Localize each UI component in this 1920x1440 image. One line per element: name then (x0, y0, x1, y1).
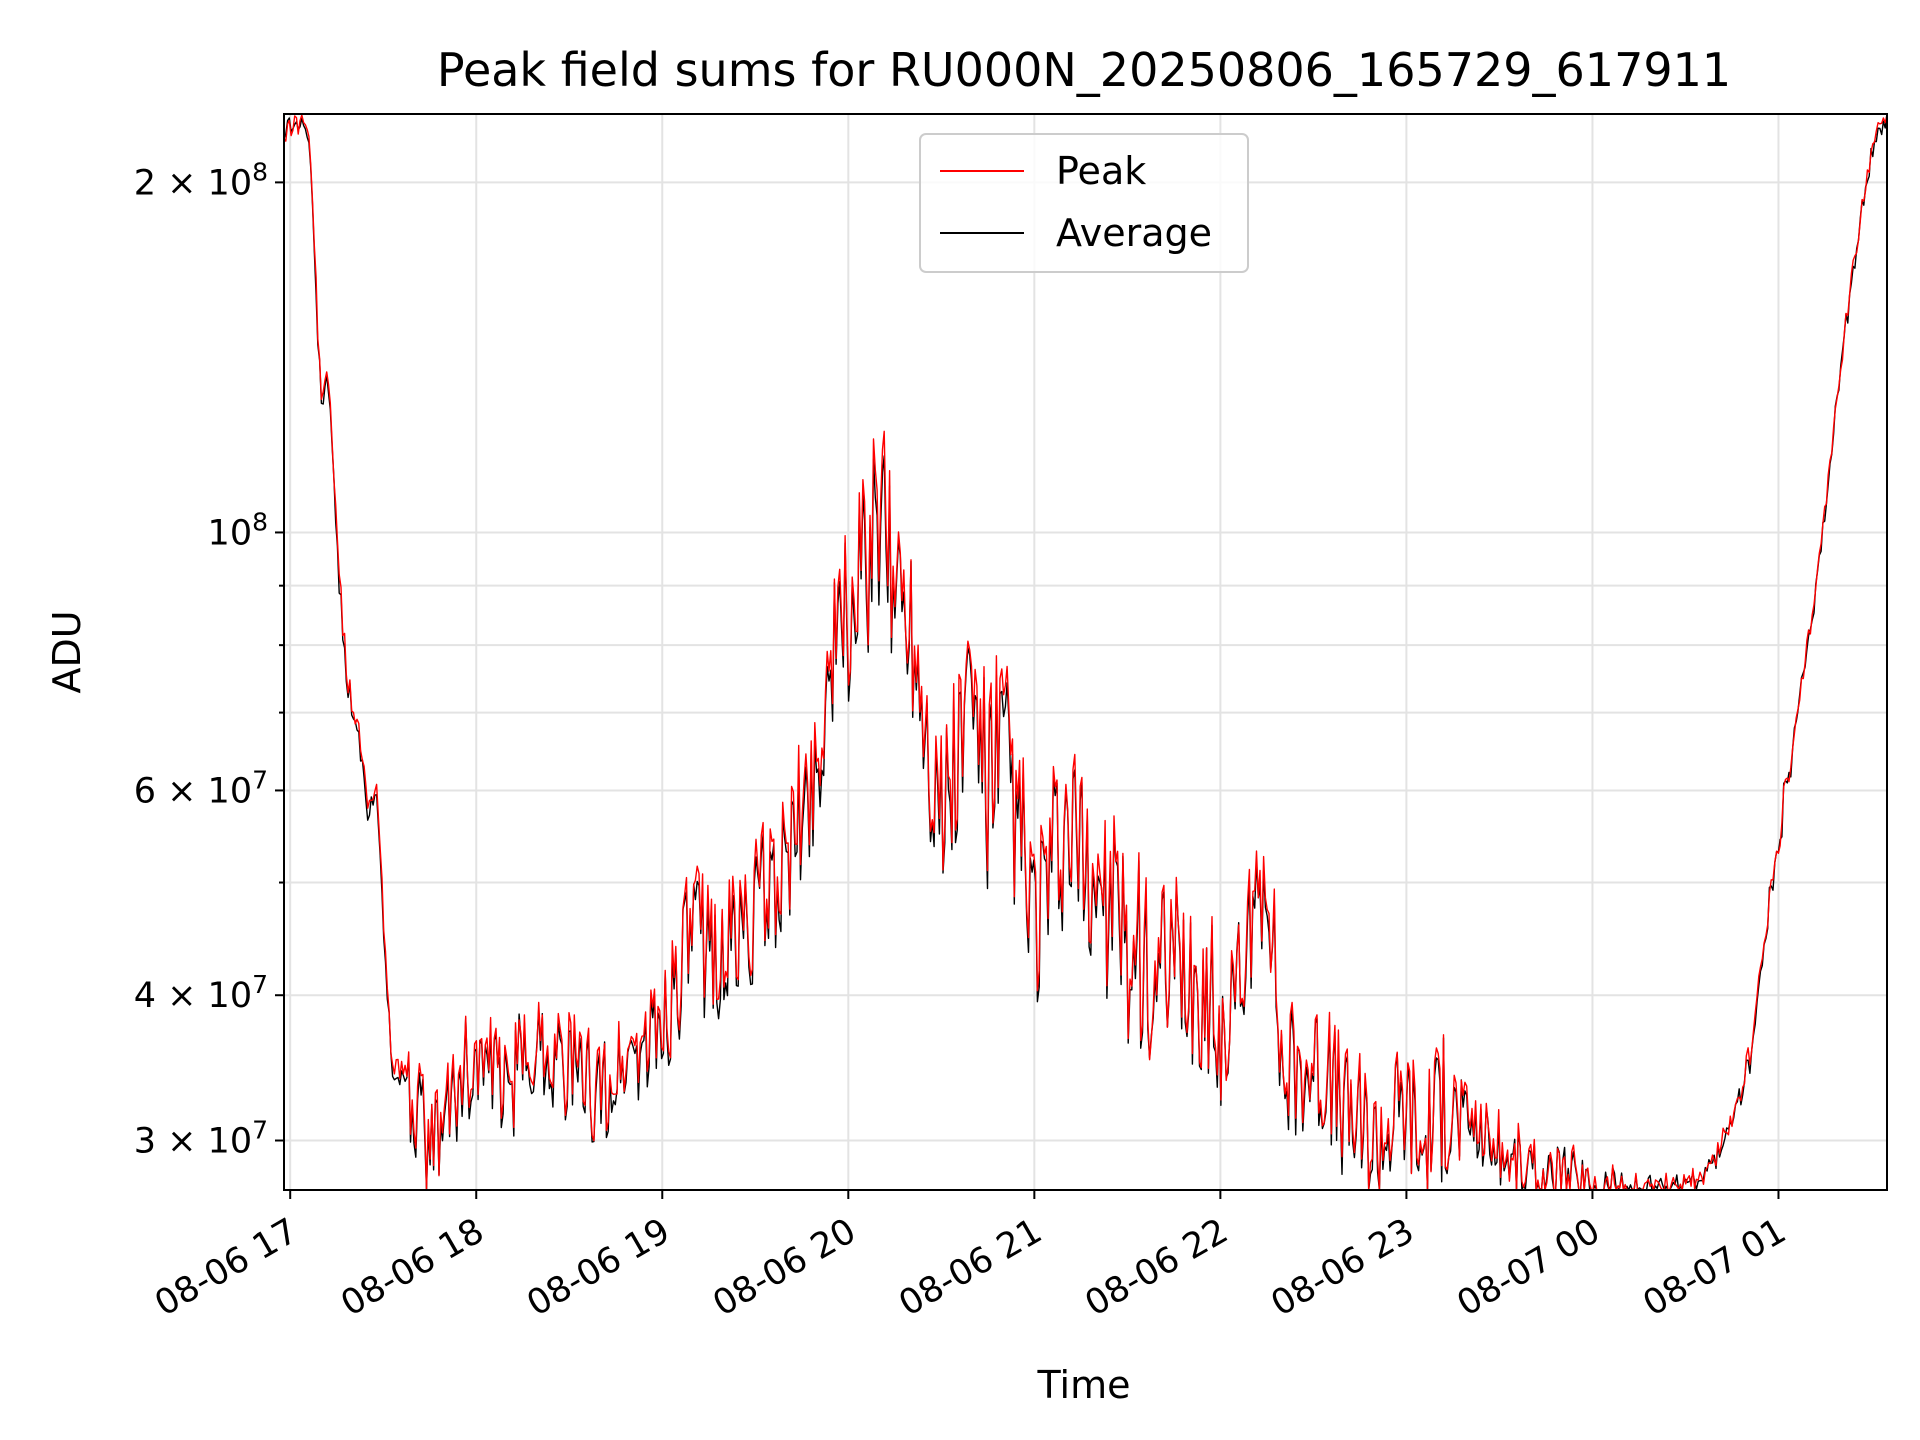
x-tick-label: 08-06 22 (1079, 1211, 1235, 1324)
y-axis: 3 × 107 4 × 107 6 × 107 108 2 × 108 (134, 157, 284, 1162)
x-tick-label: 08-07 00 (1451, 1211, 1607, 1324)
x-tick-label: 08-06 23 (1265, 1211, 1421, 1324)
y-tick-label: 4 × 107 (134, 970, 268, 1016)
y-tick-label: 2 × 108 (134, 157, 268, 203)
series-layer (283, 113, 1888, 1191)
y-axis-label: ADU (45, 610, 89, 693)
x-tick-label: 08-06 19 (520, 1211, 676, 1324)
y-tick-label: 6 × 107 (134, 765, 268, 811)
x-tick-label: 08-06 17 (148, 1211, 304, 1324)
x-tick-label: 08-06 18 (334, 1211, 490, 1324)
legend-label-average: Average (1056, 211, 1212, 255)
x-tick-label: 08-06 20 (707, 1211, 863, 1324)
plot-frame (283, 113, 1888, 1191)
x-tick-label: 08-07 01 (1637, 1211, 1793, 1324)
series-line-peak (283, 114, 1888, 1191)
y-tick-label: 3 × 107 (134, 1116, 268, 1162)
legend-label-peak: Peak (1056, 149, 1146, 193)
legend: Peak Average (919, 133, 1249, 273)
x-axis-label: Time (1037, 1363, 1131, 1407)
legend-box (919, 133, 1249, 273)
x-tick-label: 08-06 21 (893, 1211, 1049, 1324)
chart-title: Peak field sums for RU000N_20250806_1657… (437, 43, 1731, 97)
x-axis: 08-06 17 08-06 18 08-06 19 08-06 20 08-06 21… (148, 1190, 1793, 1324)
y-tick-label: 108 (208, 507, 268, 553)
